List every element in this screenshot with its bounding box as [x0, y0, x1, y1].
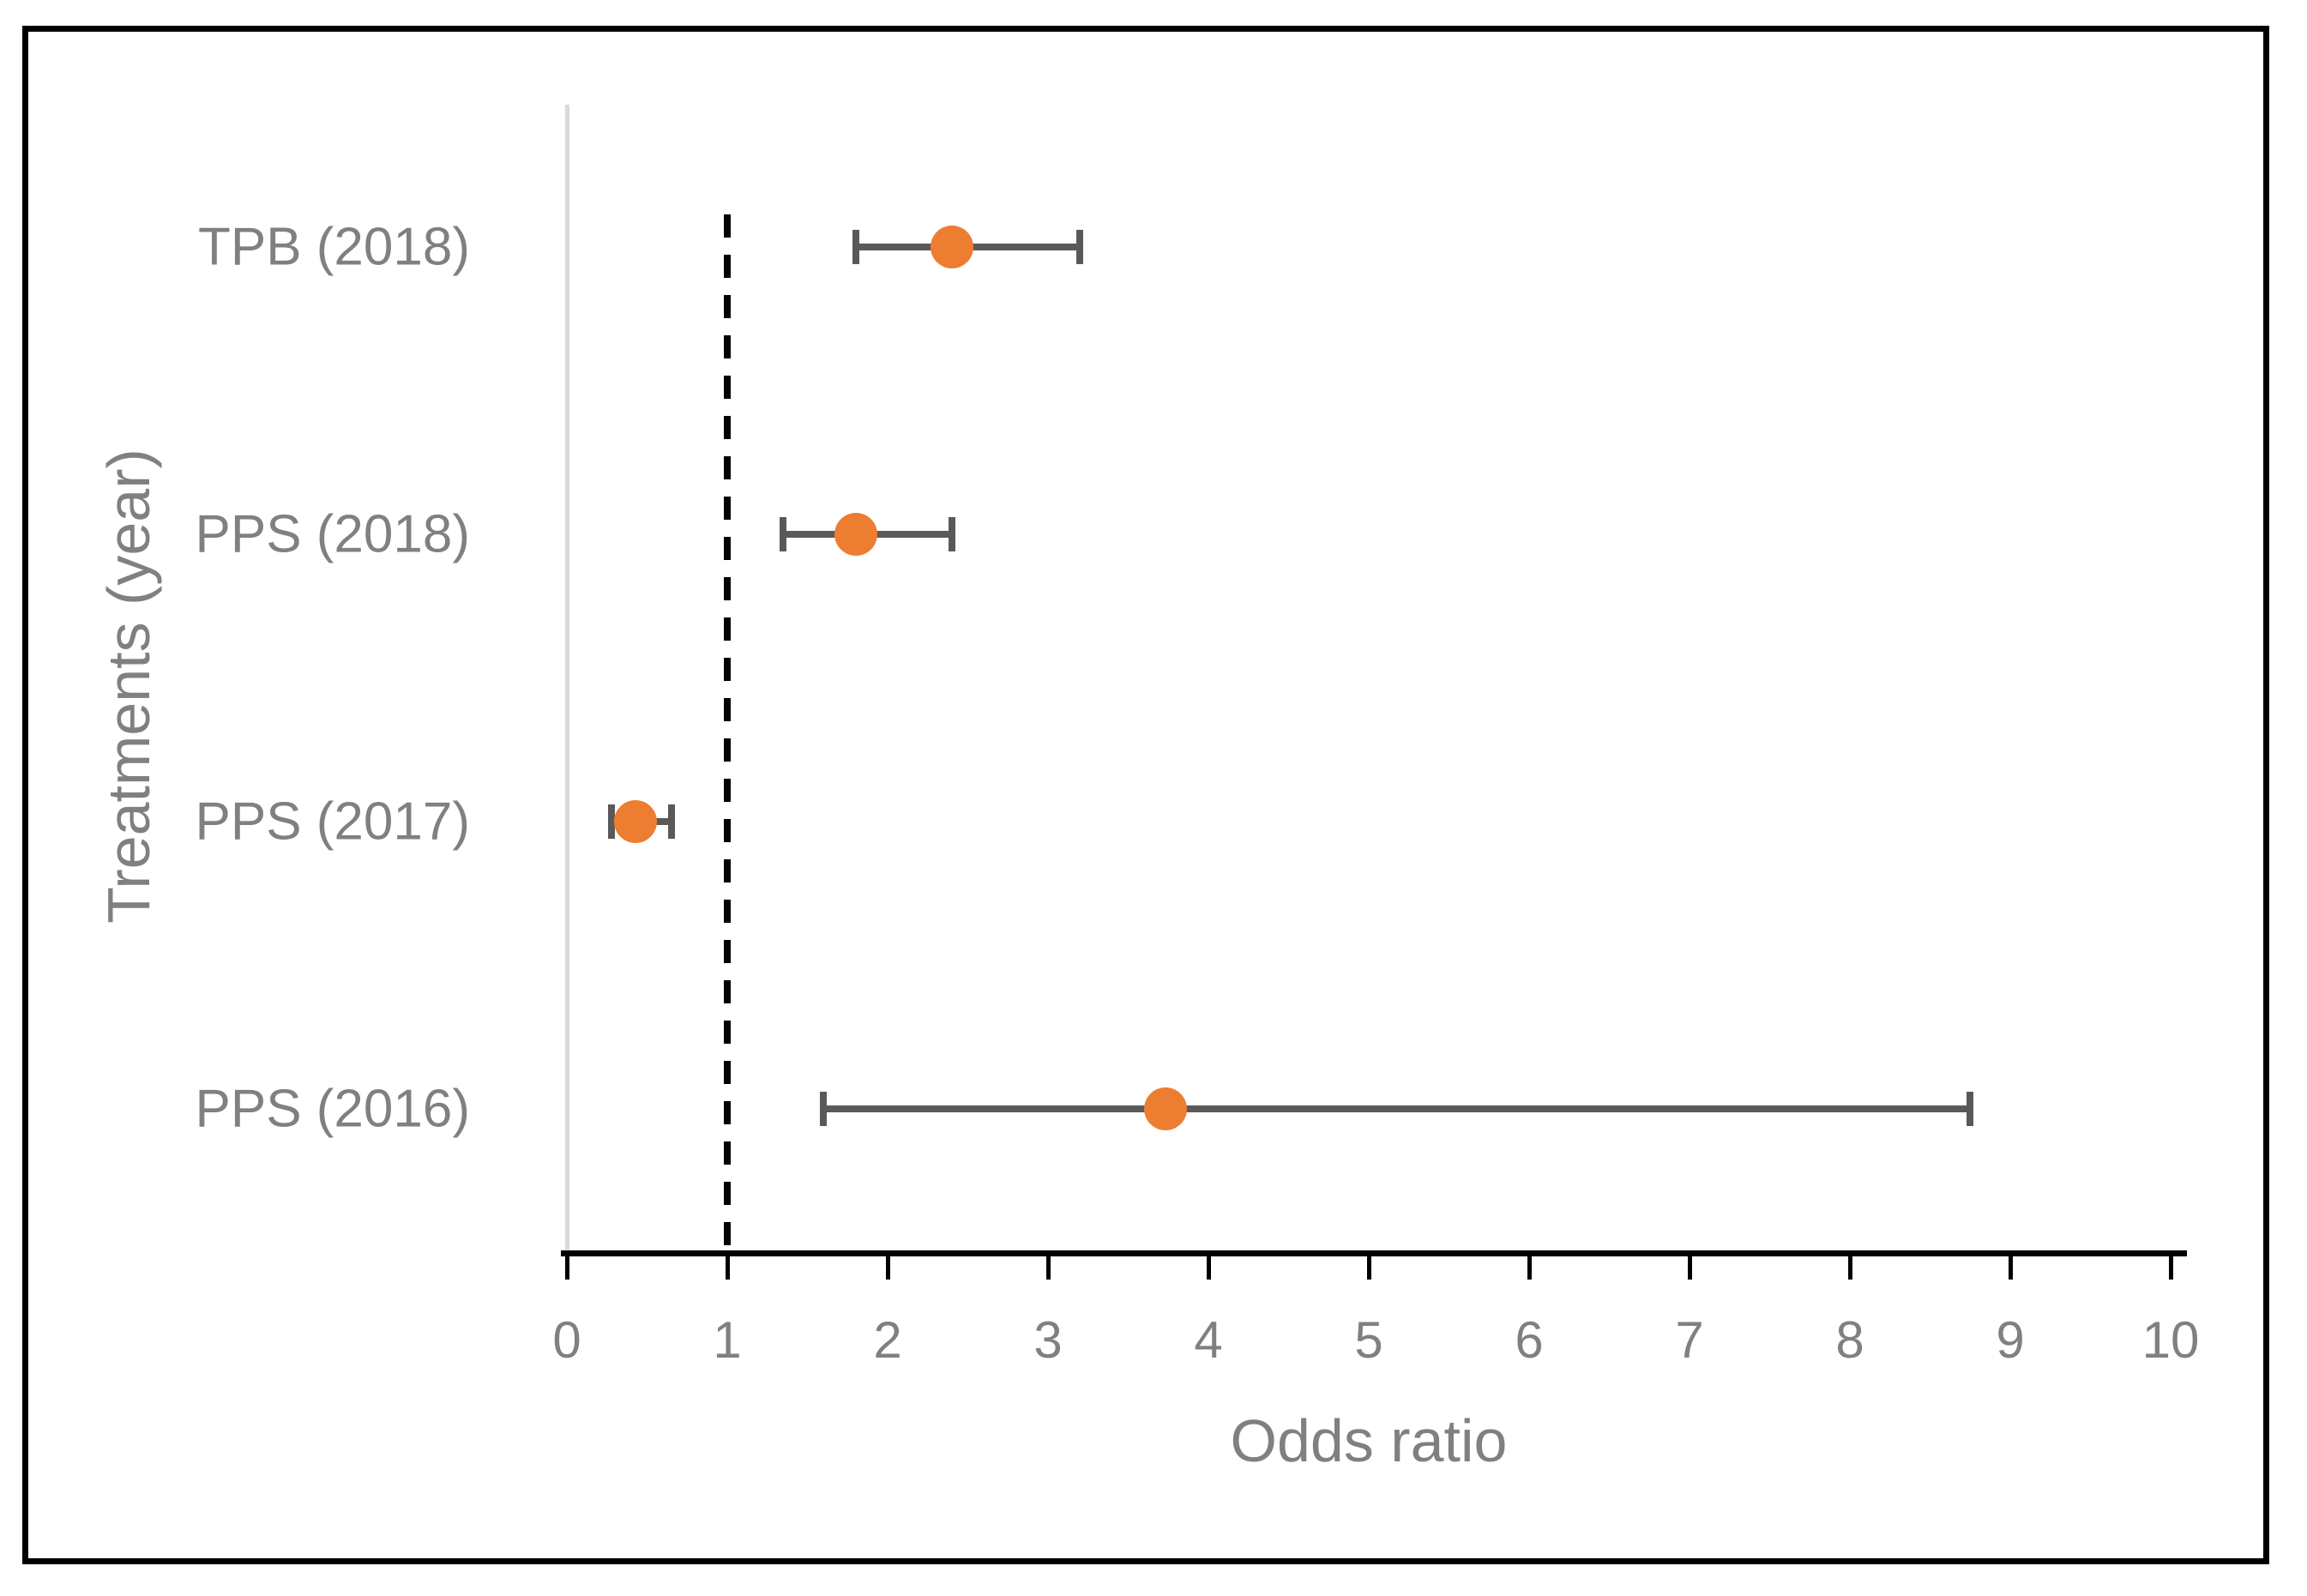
error-bar-cap-high: [1967, 1092, 1974, 1126]
x-axis-tick-label-1: 1: [713, 1311, 742, 1369]
x-axis-tick-label-9: 9: [1996, 1311, 2025, 1369]
reference-line-or-1: [724, 214, 731, 1250]
x-axis-tick-9: [2008, 1250, 2013, 1280]
odds-ratio-marker: [930, 226, 973, 268]
x-axis-tick-label-2: 2: [873, 1311, 902, 1369]
x-axis-tick-5: [1366, 1250, 1371, 1280]
odds-ratio-marker: [1143, 1087, 1187, 1130]
x-axis-tick-10: [2168, 1250, 2173, 1280]
odds-ratio-marker: [834, 513, 877, 556]
y-axis-title: Treatments (year): [95, 449, 162, 924]
x-axis-tick-label-3: 3: [1033, 1311, 1063, 1369]
x-axis-tick-1: [725, 1250, 730, 1280]
category-label: PPS (2018): [195, 504, 470, 564]
x-axis-tick-label-4: 4: [1194, 1311, 1223, 1369]
x-axis-tick-label-5: 5: [1354, 1311, 1383, 1369]
category-label: PPS (2016): [195, 1079, 470, 1139]
error-bar: [823, 1105, 1971, 1112]
x-axis-tick-0: [564, 1250, 569, 1280]
x-axis-tick-6: [1527, 1250, 1532, 1280]
x-axis-tick-8: [1847, 1250, 1852, 1280]
x-axis-tick-label-7: 7: [1675, 1311, 1704, 1369]
odds-ratio-marker: [614, 800, 658, 843]
zero-gridline: [564, 105, 569, 1250]
error-bar-cap-high: [1076, 230, 1084, 264]
x-axis-tick-2: [885, 1250, 890, 1280]
error-bar-cap-low: [852, 230, 859, 264]
x-axis-tick-label-6: 6: [1515, 1311, 1544, 1369]
x-axis-tick-label-0: 0: [552, 1311, 581, 1369]
category-label: TPB (2018): [197, 217, 470, 277]
figure-border: [22, 26, 2269, 1564]
x-axis-tick-3: [1045, 1250, 1051, 1280]
error-bar-cap-high: [948, 517, 955, 551]
error-bar-cap-high: [667, 804, 675, 839]
x-axis-tick-7: [1687, 1250, 1692, 1280]
category-label: PPS (2017): [195, 792, 470, 852]
x-axis-title: Odds ratio: [1230, 1407, 1508, 1474]
error-bar-cap-low: [780, 517, 787, 551]
x-axis-line: [561, 1250, 2187, 1256]
x-axis-tick-label-10: 10: [2141, 1311, 2200, 1369]
x-axis-tick-label-8: 8: [1835, 1311, 1864, 1369]
x-axis-tick-4: [1206, 1250, 1211, 1280]
error-bar-cap-low: [820, 1092, 828, 1126]
error-bar-cap-low: [608, 804, 616, 839]
